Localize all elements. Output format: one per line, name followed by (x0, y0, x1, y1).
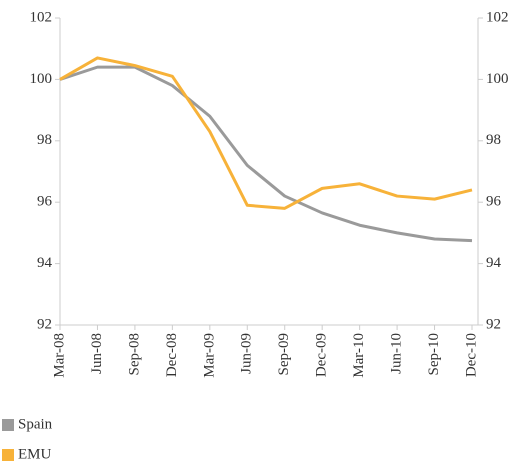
y-tick-label: 92 (37, 316, 52, 332)
y-tick-label: 100 (30, 71, 53, 87)
legend-label: Spain (18, 416, 53, 432)
x-tick-label: Mar-09 (201, 333, 217, 378)
x-tick-label: Dec-10 (463, 333, 479, 377)
x-tick-label: Jun-08 (89, 333, 105, 374)
y2-tick-label: 94 (486, 255, 502, 271)
y-tick-label: 98 (37, 132, 52, 148)
x-tick-label: Mar-08 (51, 333, 67, 378)
x-tick-label: Jun-09 (239, 333, 255, 374)
legend-swatch (2, 449, 14, 461)
y2-tick-label: 102 (486, 9, 509, 25)
x-tick-label: Sep-10 (426, 333, 442, 376)
y2-tick-label: 98 (486, 132, 501, 148)
y-tick-label: 96 (37, 194, 53, 210)
y-tick-label: 102 (30, 9, 53, 25)
x-tick-label: Dec-08 (164, 333, 180, 377)
series-line (59, 65, 473, 243)
x-tick-label: Sep-09 (276, 333, 292, 376)
legend-label: EMU (18, 446, 52, 462)
x-tick-label: Dec-09 (314, 333, 330, 377)
legend-swatch (2, 419, 14, 431)
y-tick-label: 94 (37, 255, 53, 271)
x-tick-label: Sep-08 (126, 333, 142, 376)
y2-tick-label: 92 (486, 316, 501, 332)
y2-tick-label: 100 (486, 71, 509, 87)
x-tick-label: Mar-10 (351, 333, 367, 378)
y2-tick-label: 96 (486, 194, 502, 210)
series-line (59, 56, 473, 210)
x-tick-label: Jun-10 (389, 333, 405, 374)
